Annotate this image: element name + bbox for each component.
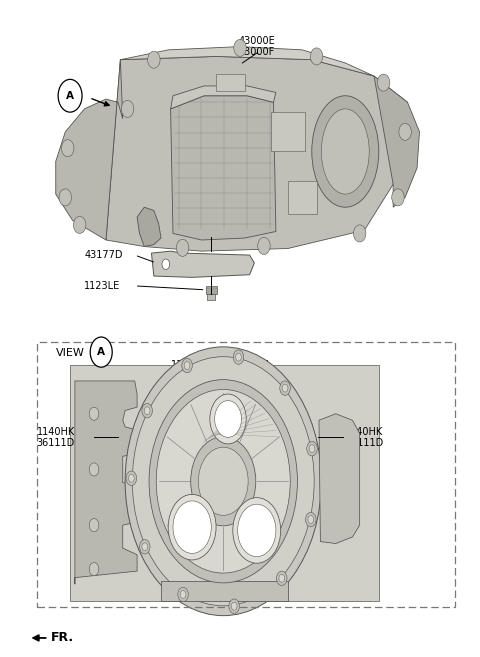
Circle shape <box>307 442 317 456</box>
Text: 36111D: 36111D <box>36 438 75 447</box>
Text: VIEW: VIEW <box>56 348 84 359</box>
Polygon shape <box>170 86 276 109</box>
Bar <box>216 74 245 91</box>
Polygon shape <box>106 57 408 251</box>
Ellipse shape <box>322 109 369 194</box>
Circle shape <box>178 587 188 602</box>
Polygon shape <box>70 365 379 600</box>
Circle shape <box>184 361 190 369</box>
Circle shape <box>234 39 246 57</box>
Circle shape <box>129 474 134 482</box>
Circle shape <box>73 216 86 233</box>
Circle shape <box>61 140 74 157</box>
Circle shape <box>276 571 287 585</box>
Circle shape <box>309 445 315 453</box>
Text: A: A <box>66 91 74 101</box>
Circle shape <box>215 401 241 438</box>
Circle shape <box>231 602 237 610</box>
Polygon shape <box>75 381 137 584</box>
Circle shape <box>308 516 313 524</box>
Circle shape <box>191 437 256 526</box>
Polygon shape <box>374 76 420 207</box>
Text: FR.: FR. <box>51 631 74 645</box>
Circle shape <box>282 384 288 392</box>
Text: 43177D: 43177D <box>84 250 123 260</box>
Circle shape <box>59 189 72 206</box>
Polygon shape <box>170 96 276 240</box>
Circle shape <box>132 357 314 606</box>
Text: 43000F: 43000F <box>239 47 275 57</box>
Circle shape <box>392 189 404 206</box>
Circle shape <box>353 225 366 242</box>
Bar <box>205 286 217 294</box>
Text: 1140HJ: 1140HJ <box>235 359 270 369</box>
Circle shape <box>279 574 285 582</box>
Ellipse shape <box>312 96 379 207</box>
Circle shape <box>182 358 192 373</box>
Circle shape <box>58 79 82 112</box>
Text: 1140HK: 1140HK <box>36 427 75 437</box>
Circle shape <box>280 381 290 396</box>
Text: 1123LE: 1123LE <box>84 281 120 291</box>
Polygon shape <box>161 581 288 600</box>
Polygon shape <box>152 251 254 277</box>
Circle shape <box>399 124 411 141</box>
Bar <box>207 294 215 300</box>
Circle shape <box>180 591 186 599</box>
Bar <box>271 112 305 152</box>
Text: 1140HK: 1140HK <box>345 427 384 437</box>
Circle shape <box>89 518 99 532</box>
Circle shape <box>305 512 316 527</box>
Polygon shape <box>137 207 161 246</box>
Circle shape <box>229 599 240 614</box>
Circle shape <box>210 394 246 444</box>
Circle shape <box>148 51 160 68</box>
Circle shape <box>162 259 169 269</box>
Bar <box>288 181 317 214</box>
Text: 36111D: 36111D <box>345 438 384 447</box>
Circle shape <box>89 562 99 576</box>
Circle shape <box>168 494 216 560</box>
Text: 43000E: 43000E <box>239 36 275 47</box>
Circle shape <box>236 353 241 361</box>
Text: 1140HJ: 1140HJ <box>170 359 205 369</box>
Circle shape <box>90 337 112 367</box>
Circle shape <box>377 74 390 91</box>
Circle shape <box>126 471 137 486</box>
Circle shape <box>311 48 323 65</box>
Circle shape <box>89 407 99 420</box>
Circle shape <box>156 390 290 573</box>
Circle shape <box>121 101 134 118</box>
Circle shape <box>144 407 150 415</box>
Circle shape <box>258 237 270 254</box>
Polygon shape <box>120 47 374 76</box>
Circle shape <box>233 350 244 365</box>
Polygon shape <box>319 414 360 543</box>
Circle shape <box>125 347 322 616</box>
Text: A: A <box>97 347 105 357</box>
Circle shape <box>142 543 148 551</box>
Circle shape <box>149 380 298 583</box>
Circle shape <box>89 463 99 476</box>
Circle shape <box>173 501 211 553</box>
Polygon shape <box>56 60 123 240</box>
Circle shape <box>176 239 189 256</box>
Circle shape <box>233 497 281 563</box>
Circle shape <box>142 403 153 418</box>
Circle shape <box>238 504 276 556</box>
Circle shape <box>198 447 248 515</box>
Circle shape <box>140 539 150 554</box>
